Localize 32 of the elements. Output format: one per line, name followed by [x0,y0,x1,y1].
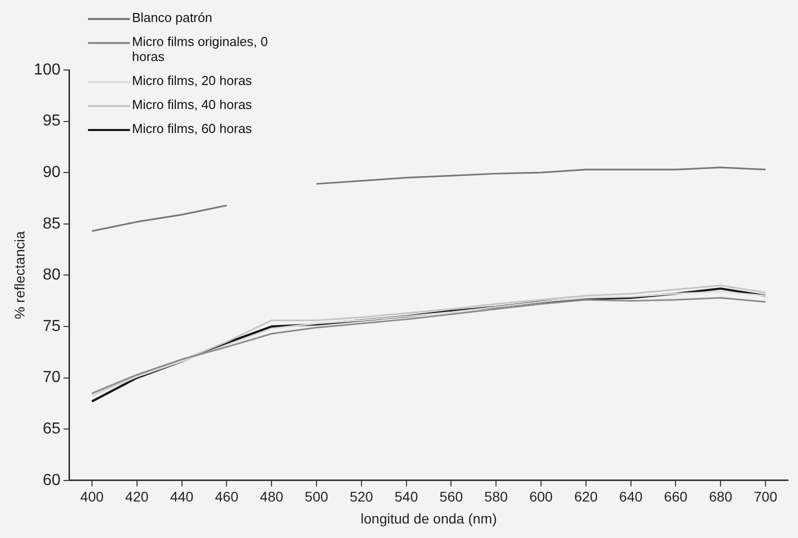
y-tick-label: 90 [42,164,61,182]
x-tick-label: 620 [574,488,598,505]
legend-label: Micro films originales, 0 horas [132,34,269,64]
x-tick-label: 660 [664,488,688,505]
y-tick-label: 65 [42,420,61,438]
x-tick-label: 600 [529,488,553,505]
x-tick-label: 560 [440,488,464,505]
x-tick-label: 500 [304,488,328,505]
x-tick-label: 580 [484,488,508,505]
x-tick-label: 480 [260,488,284,505]
y-tick-label: 75 [42,318,61,335]
x-tick-label: 420 [125,488,149,505]
y-tick-label: 95 [42,112,61,130]
x-tick-label: 680 [708,488,733,505]
y-axis-title: % reflectancia [11,231,28,320]
x-axis-title: longitud de onda (nm) [360,510,497,526]
x-tick-label: 640 [619,488,643,505]
x-tick-label: 540 [394,488,418,505]
x-tick-label: 700 [754,488,778,505]
y-tick-label: 100 [34,61,61,78]
x-tick-label: 520 [350,488,374,505]
x-tick-label: 460 [214,488,239,505]
legend-label: Micro films, 40 horas [132,97,252,112]
legend-label: Blanco patrón [132,10,212,25]
y-tick-label: 80 [42,266,61,284]
legend-label: Micro films, 60 horas [132,121,252,136]
x-tick-label: 440 [170,488,194,505]
y-tick-label: 60 [42,472,61,489]
y-tick-label: 70 [42,369,61,386]
y-tick-label: 85 [42,215,61,232]
legend-label: Micro films, 20 horas [132,73,252,88]
x-tick-label: 400 [80,488,104,505]
